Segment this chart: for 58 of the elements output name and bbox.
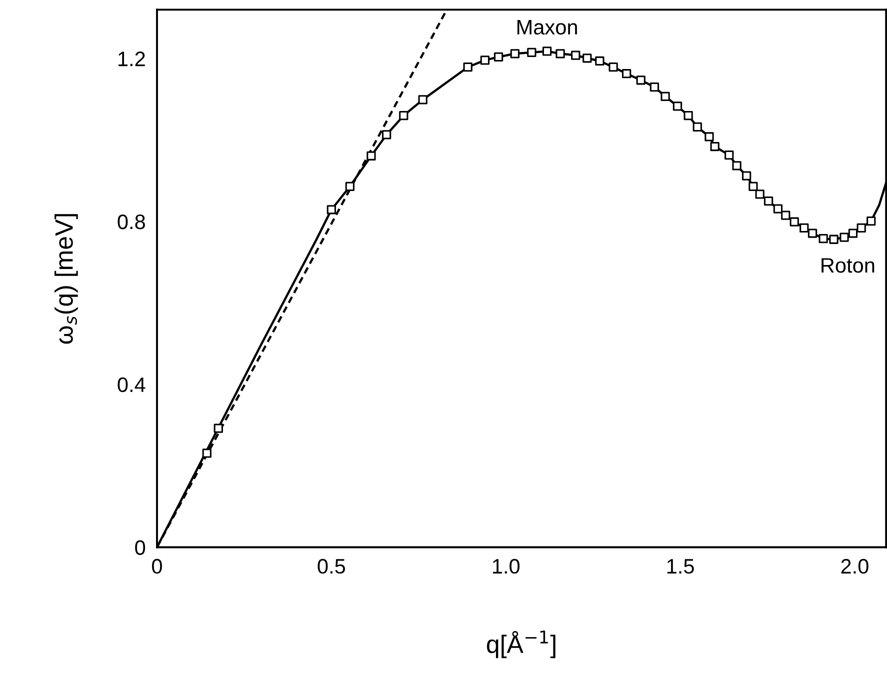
point [755,190,764,199]
point [622,69,632,78]
point [608,62,618,72]
point [773,204,783,214]
y-tick-label: 0.4 [118,377,146,392]
x-tick-label: 1.0 [492,558,520,574]
point [848,228,858,238]
x-axis-title: q[Å$^{−1}$] [486,630,556,658]
point [692,122,702,132]
point [527,48,536,58]
point [790,217,799,226]
point [684,110,693,120]
point [345,182,354,191]
point [748,182,758,191]
point [818,234,828,244]
point [399,110,408,120]
point [480,56,490,65]
point [542,46,552,56]
x-tick-label: 0 [152,558,162,574]
point [556,49,565,58]
point [595,56,604,66]
point [704,132,714,142]
point [571,50,580,60]
point [866,216,876,226]
y-tick-label: 0.8 [118,214,145,230]
point [800,223,809,233]
point [710,142,720,152]
x-tick-label: 2.0 [841,558,868,574]
point [382,130,392,140]
point [829,234,838,244]
annotation: Maxon [517,20,577,35]
point [856,223,866,233]
x-tick-label: 1.5 [667,559,694,574]
annotation: Roton [822,258,874,273]
y-axis-title: ω$_{s}$(q) [meV] [54,214,78,344]
y-tick-label: 1.2 [118,52,145,66]
point [732,161,742,170]
point [672,102,682,111]
point [418,95,428,104]
point [214,424,223,433]
point [808,228,818,238]
point [366,151,376,160]
point [510,49,520,58]
point [650,82,660,92]
x-tick-label: 0.5 [318,558,346,574]
point [636,76,646,85]
point [660,92,670,101]
point [463,62,472,72]
point [494,52,504,62]
point [724,150,734,160]
point [742,171,752,180]
y-tick-label: 0 [135,540,146,556]
point [202,448,212,458]
point [326,205,336,214]
point [582,54,592,63]
point [840,232,849,242]
point [764,196,774,206]
point [781,210,790,220]
